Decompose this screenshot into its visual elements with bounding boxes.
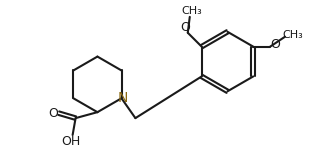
Text: OH: OH (61, 135, 80, 148)
Text: N: N (117, 91, 128, 105)
Text: CH₃: CH₃ (181, 6, 202, 16)
Text: O: O (270, 38, 280, 51)
Text: O: O (48, 107, 58, 120)
Text: CH₃: CH₃ (283, 30, 303, 40)
Text: O: O (180, 21, 190, 34)
